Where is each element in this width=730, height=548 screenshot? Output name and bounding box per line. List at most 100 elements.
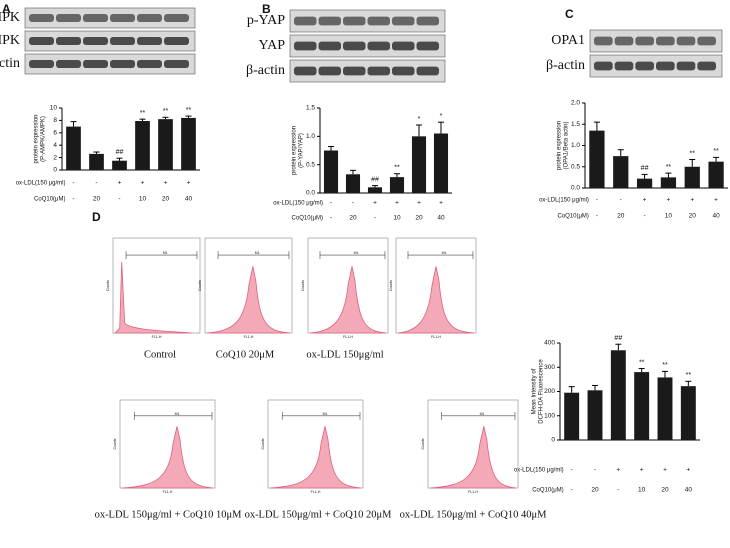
- condition-value: -: [118, 196, 120, 203]
- significance-mark: ##: [641, 165, 649, 172]
- axis-label: Counts: [113, 438, 117, 449]
- blot-band: [614, 36, 634, 46]
- significance-mark: *: [440, 113, 443, 120]
- blot-band: [367, 16, 390, 26]
- blot-band: [29, 60, 54, 68]
- axis-label: Counts: [421, 438, 425, 449]
- significance-mark: ##: [371, 176, 379, 183]
- blot-band: [697, 36, 716, 46]
- y-tick-label: 300: [544, 364, 555, 371]
- condition-value: -: [617, 487, 619, 494]
- y-tick-label: 0: [551, 437, 555, 444]
- bar: [680, 386, 696, 440]
- axis-label: Counts: [261, 438, 265, 449]
- y-tick-label: 0: [53, 167, 57, 174]
- bar: [389, 177, 405, 193]
- condition-value: 10: [665, 213, 673, 220]
- condition-value: 40: [712, 213, 720, 220]
- condition-value: -: [95, 180, 97, 187]
- histogram-peak: [114, 261, 192, 334]
- histogram-label: ox-LDL 150μg/ml: [306, 349, 383, 360]
- condition-value: +: [663, 467, 667, 474]
- blot-band: [83, 14, 108, 22]
- condition-value: +: [164, 180, 168, 187]
- y-tick-label: 0.5: [306, 161, 315, 168]
- blot-band: [656, 61, 675, 71]
- condition-name: CoQ10(μM): [532, 488, 563, 494]
- condition-value: -: [596, 213, 598, 220]
- bar: [345, 174, 361, 193]
- condition-value: +: [118, 180, 122, 187]
- y-tick-label: 8: [53, 117, 57, 124]
- bar: [610, 350, 626, 440]
- condition-value: 10: [638, 487, 646, 494]
- blot-band: [164, 14, 189, 22]
- blot-band: [343, 16, 366, 26]
- axis-label: Counts: [106, 280, 110, 291]
- bar: [708, 161, 724, 188]
- blot-band: [416, 16, 439, 26]
- blot-label: YAP: [259, 38, 286, 53]
- bar: [589, 130, 605, 188]
- condition-value: +: [439, 200, 443, 207]
- blot-band: [697, 61, 716, 71]
- axis-label: FL1-H: [468, 490, 478, 494]
- bar: [181, 117, 196, 170]
- histogram-label: ox-LDL 150μg/ml + CoQ10 20μM: [245, 509, 393, 520]
- y-tick-label: 10: [50, 105, 58, 112]
- gate-label: M1: [480, 412, 485, 416]
- condition-value: 20: [617, 213, 625, 220]
- condition-value: -: [594, 467, 596, 474]
- condition-name: ox-LDL(150 μg/ml): [514, 468, 564, 474]
- y-tick-label: 1.0: [571, 142, 580, 149]
- blot-band: [635, 61, 654, 71]
- blot-band: [137, 37, 162, 45]
- panel-letter: D: [92, 210, 101, 224]
- significance-mark: **: [394, 165, 400, 172]
- blot-band: [294, 16, 317, 26]
- y-axis-label: protein expression: [292, 126, 298, 175]
- significance-mark: **: [713, 148, 719, 155]
- blot-band: [110, 37, 135, 45]
- y-tick-label: 2: [53, 154, 57, 161]
- blot-band: [137, 14, 162, 22]
- histogram-peak: [397, 266, 475, 334]
- significance-mark: **: [686, 372, 692, 379]
- histogram-peak: [121, 426, 214, 489]
- blot-label: p-AMPK: [0, 10, 20, 25]
- significance-mark: *: [418, 116, 421, 123]
- axis-label: FL1-H: [152, 335, 162, 339]
- blot-band: [416, 66, 439, 76]
- gate-label: M1: [163, 251, 168, 255]
- blot-band: [635, 36, 654, 46]
- condition-value: -: [330, 200, 332, 207]
- blot-label: β-actin: [246, 63, 285, 78]
- condition-name: CoQ10(μM): [292, 216, 323, 222]
- condition-value: 40: [437, 215, 445, 222]
- blot-label: OPA1: [551, 33, 585, 48]
- blot-band: [294, 66, 317, 76]
- axis-label: Counts: [389, 280, 393, 291]
- blot-label: β-actin: [0, 56, 20, 71]
- bar: [411, 136, 427, 193]
- condition-name: ox-LDL(150 μg/ml): [16, 181, 66, 187]
- condition-name: CoQ10(μM): [557, 214, 588, 220]
- bar: [89, 153, 104, 170]
- axis-label: FL1-H: [163, 490, 173, 494]
- y-tick-label: 4: [53, 142, 57, 149]
- y-tick-label: 400: [544, 340, 555, 347]
- condition-value: +: [690, 197, 694, 204]
- blot-band: [164, 37, 189, 45]
- condition-value: +: [395, 200, 399, 207]
- bar: [634, 372, 650, 440]
- blot-band: [367, 66, 390, 76]
- bar: [587, 390, 603, 440]
- panel-letter: C: [565, 7, 574, 21]
- condition-value: +: [187, 180, 191, 187]
- condition-value: -: [620, 197, 622, 204]
- y-tick-label: 1.5: [571, 121, 580, 128]
- bar: [433, 133, 449, 193]
- y-tick-label: 0.0: [571, 185, 580, 192]
- significance-mark: ##: [116, 149, 124, 156]
- blot-band: [56, 37, 81, 45]
